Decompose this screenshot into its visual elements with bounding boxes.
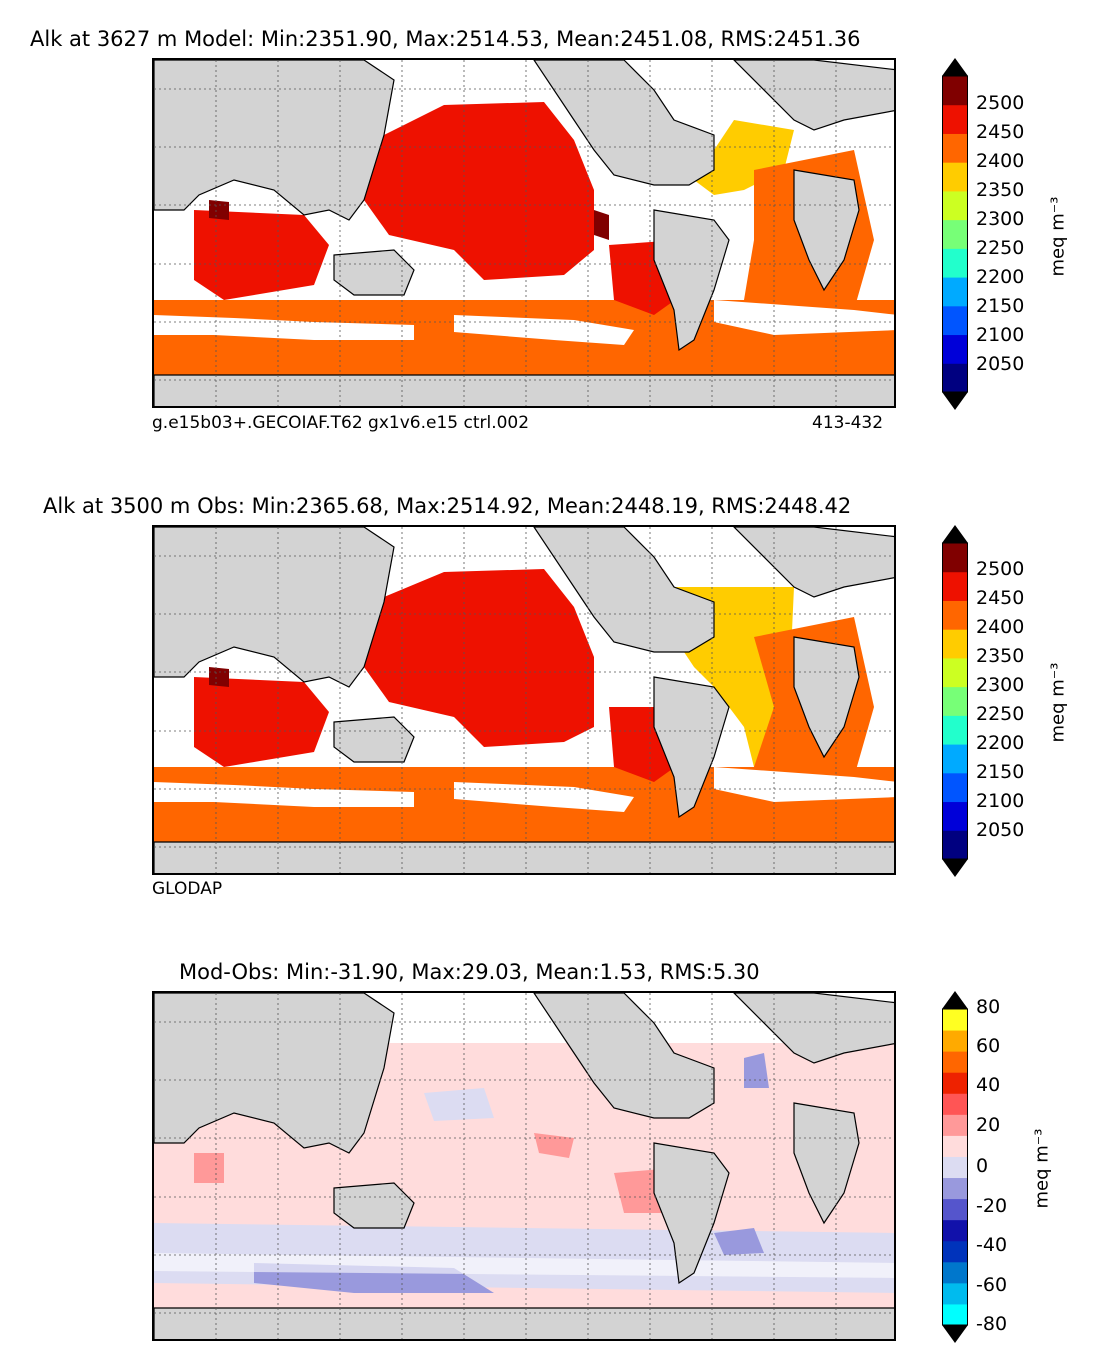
panel3-tick-0: 0 bbox=[976, 1155, 989, 1177]
panel2-caption-left: GLODAP bbox=[152, 879, 223, 899]
panel1-tick-2400: 2400 bbox=[976, 150, 1025, 172]
panel1-colorbar-unit: meq m⁻³ bbox=[1047, 196, 1069, 277]
panel2-tick-2350: 2350 bbox=[976, 645, 1025, 667]
colorbar-cell bbox=[942, 1240, 968, 1263]
panel2-colorbar-canvas bbox=[942, 525, 968, 877]
colorbar-cell bbox=[942, 1282, 968, 1305]
colorbar-cell bbox=[942, 1135, 968, 1157]
panel3-colorbar bbox=[942, 991, 968, 1343]
colorbar-cell bbox=[942, 1072, 968, 1094]
panel1-tick-2200: 2200 bbox=[976, 266, 1025, 288]
colorbar-cell bbox=[942, 305, 968, 336]
colorbar-cell bbox=[942, 1051, 968, 1073]
colorbar-cell bbox=[942, 830, 968, 860]
colorbar-cell bbox=[942, 1198, 968, 1221]
panel1-map-canvas bbox=[154, 60, 894, 406]
colorbar-cell bbox=[942, 1009, 968, 1031]
colorbar-cell bbox=[942, 1030, 968, 1052]
panel3-map-canvas bbox=[154, 993, 894, 1339]
colorbar-cell bbox=[942, 629, 968, 659]
colorbar-cell bbox=[942, 657, 968, 688]
panel3-tick-minus60: -60 bbox=[976, 1274, 1008, 1296]
panel1-tick-2150: 2150 bbox=[976, 295, 1025, 317]
panel1-caption-left: g.e15b03+.GECOIAF.T62 gx1v6.e15 ctrl.002 bbox=[152, 413, 530, 433]
panel3-colorbar-canvas bbox=[942, 991, 968, 1343]
panel3-map bbox=[152, 991, 896, 1341]
panel3-tick-minus20: -20 bbox=[976, 1195, 1008, 1217]
colorbar-cell bbox=[942, 277, 968, 307]
panel3-tick-20: 20 bbox=[976, 1114, 1001, 1136]
colorbar-cell bbox=[942, 1114, 968, 1136]
colorbar-cell bbox=[942, 543, 968, 573]
colorbar-cell bbox=[942, 334, 968, 364]
panel2-tick-2500: 2500 bbox=[976, 558, 1025, 580]
panel1-tick-2100: 2100 bbox=[976, 324, 1025, 346]
panel2-title: Alk at 3500 m Obs: Min:2365.68, Max:2514… bbox=[43, 494, 852, 518]
panel1-map bbox=[152, 58, 896, 408]
panel1-tick-2300: 2300 bbox=[976, 208, 1025, 230]
panel2-tick-2200: 2200 bbox=[976, 732, 1025, 754]
panel2-tick-2150: 2150 bbox=[976, 761, 1025, 783]
panel2-tick-2100: 2100 bbox=[976, 790, 1025, 812]
colorbar-cell bbox=[942, 104, 968, 134]
panel2-tick-2450: 2450 bbox=[976, 587, 1025, 609]
panel2-map-canvas bbox=[154, 527, 894, 873]
colorbar-cell bbox=[942, 1177, 968, 1200]
panel1-title: Alk at 3627 m Model: Min:2351.90, Max:25… bbox=[30, 27, 861, 51]
colorbar-cell bbox=[942, 1261, 968, 1284]
colorbar-cell bbox=[942, 1303, 968, 1326]
colorbar-cell bbox=[942, 715, 968, 745]
panel3-tick-80: 80 bbox=[976, 996, 1001, 1018]
panel3-tick-40: 40 bbox=[976, 1074, 1001, 1096]
panel2-colorbar-unit: meq m⁻³ bbox=[1047, 662, 1069, 743]
panel2-colorbar bbox=[942, 525, 968, 877]
panel1-colorbar bbox=[942, 58, 968, 410]
colorbar-cell bbox=[942, 1156, 968, 1179]
colorbar-cell bbox=[942, 571, 968, 601]
colorbar-cell bbox=[942, 219, 968, 249]
colorbar-cell bbox=[942, 76, 968, 106]
panel1-caption-right: 413-432 bbox=[812, 413, 884, 433]
colorbar-cell bbox=[942, 363, 968, 393]
panel1-tick-2350: 2350 bbox=[976, 179, 1025, 201]
panel2-map bbox=[152, 525, 896, 875]
panel3-tick-minus80: -80 bbox=[976, 1313, 1008, 1335]
colorbar-cell bbox=[942, 133, 968, 163]
panel1-tick-2050: 2050 bbox=[976, 353, 1025, 375]
colorbar-cell bbox=[942, 801, 968, 831]
colorbar-cell bbox=[942, 190, 968, 221]
panel2-tick-2250: 2250 bbox=[976, 703, 1025, 725]
panel2-tick-2300: 2300 bbox=[976, 674, 1025, 696]
colorbar-cell bbox=[942, 162, 968, 192]
panel3-colorbar-unit: meq m⁻³ bbox=[1031, 1128, 1053, 1209]
colorbar-cell bbox=[942, 772, 968, 803]
colorbar-cell bbox=[942, 248, 968, 278]
panel3-tick-minus40: -40 bbox=[976, 1234, 1008, 1256]
colorbar-cell bbox=[942, 1219, 968, 1242]
panel1-tick-2450: 2450 bbox=[976, 121, 1025, 143]
panel1-tick-2250: 2250 bbox=[976, 237, 1025, 259]
colorbar-cell bbox=[942, 600, 968, 630]
panel1-colorbar-canvas bbox=[942, 58, 968, 410]
colorbar-cell bbox=[942, 744, 968, 774]
panel3-title: Mod-Obs: Min:-31.90, Max:29.03, Mean:1.5… bbox=[179, 960, 760, 984]
colorbar-cell bbox=[942, 686, 968, 716]
panel1-tick-2500: 2500 bbox=[976, 92, 1025, 114]
panel3-tick-60: 60 bbox=[976, 1035, 1001, 1057]
panel2-tick-2050: 2050 bbox=[976, 819, 1025, 841]
panel2-tick-2400: 2400 bbox=[976, 616, 1025, 638]
colorbar-cell bbox=[942, 1093, 968, 1115]
